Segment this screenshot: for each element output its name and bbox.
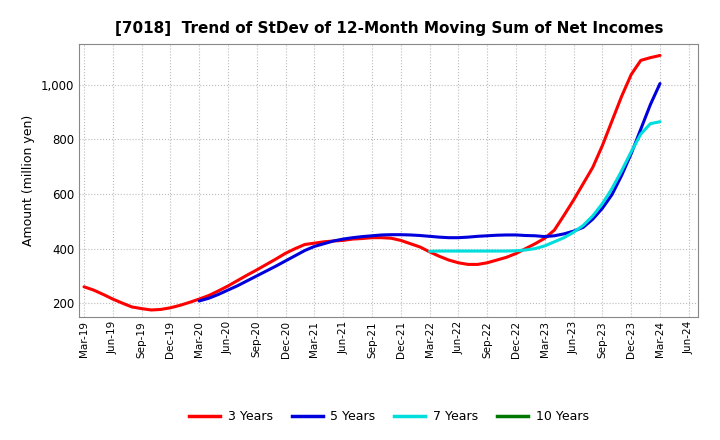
3 Years (204, 293, 213, 298)
5 Years (204, 296, 213, 301)
7 Years (656, 119, 665, 125)
7 Years (627, 149, 636, 154)
Title: [7018]  Trend of StDev of 12-Month Moving Sum of Net Incomes: [7018] Trend of StDev of 12-Month Moving… (114, 21, 663, 36)
5 Years (588, 216, 597, 222)
Y-axis label: Amount (million yen): Amount (million yen) (22, 115, 35, 246)
7 Years (454, 249, 463, 254)
5 Years (310, 244, 319, 249)
7 Years (608, 186, 616, 191)
3 Years (588, 165, 597, 170)
7 Years (483, 249, 492, 254)
7 Years (570, 230, 578, 235)
5 Years (358, 234, 366, 239)
7 Years (464, 249, 472, 254)
5 Years (502, 232, 510, 238)
7 Years (550, 239, 559, 244)
3 Years (656, 53, 665, 58)
5 Years (195, 298, 204, 304)
5 Years (550, 233, 559, 238)
3 Years (291, 246, 300, 251)
7 Years (531, 246, 539, 251)
5 Years (627, 151, 636, 156)
5 Years (262, 268, 271, 274)
5 Years (646, 102, 654, 107)
5 Years (397, 232, 405, 237)
5 Years (521, 233, 530, 238)
5 Years (406, 232, 415, 238)
Line: 5 Years: 5 Years (199, 84, 660, 301)
7 Years (646, 121, 654, 126)
5 Years (454, 235, 463, 240)
5 Years (598, 205, 607, 211)
3 Years (80, 284, 89, 290)
5 Years (291, 253, 300, 258)
7 Years (444, 249, 453, 254)
5 Years (243, 278, 251, 283)
5 Years (444, 235, 453, 240)
5 Years (233, 283, 242, 288)
3 Years (224, 283, 233, 289)
5 Years (377, 232, 386, 238)
3 Years (435, 253, 444, 259)
5 Years (415, 233, 424, 238)
7 Years (636, 132, 645, 137)
5 Years (512, 232, 521, 238)
5 Years (541, 234, 549, 239)
7 Years (435, 249, 444, 254)
Line: 3 Years: 3 Years (84, 55, 660, 310)
5 Years (559, 231, 568, 237)
5 Years (435, 235, 444, 240)
5 Years (617, 173, 626, 178)
Line: 7 Years: 7 Years (430, 122, 660, 251)
7 Years (473, 249, 482, 254)
5 Years (271, 264, 280, 269)
5 Years (570, 228, 578, 234)
7 Years (559, 235, 568, 240)
7 Years (579, 223, 588, 228)
3 Years (397, 238, 405, 243)
5 Years (253, 273, 261, 279)
7 Years (502, 249, 510, 254)
5 Years (339, 236, 348, 242)
7 Years (588, 213, 597, 219)
5 Years (214, 292, 222, 297)
5 Years (656, 81, 665, 86)
5 Years (348, 235, 357, 240)
5 Years (368, 233, 377, 238)
7 Years (512, 248, 521, 253)
5 Years (320, 241, 328, 246)
7 Years (492, 249, 501, 254)
5 Years (464, 235, 472, 240)
3 Years (147, 307, 156, 312)
5 Years (473, 234, 482, 239)
5 Years (531, 233, 539, 238)
5 Years (282, 258, 290, 264)
5 Years (329, 238, 338, 244)
7 Years (541, 243, 549, 249)
7 Years (617, 168, 626, 173)
5 Years (579, 225, 588, 230)
5 Years (426, 234, 434, 239)
5 Years (492, 233, 501, 238)
5 Years (608, 192, 616, 197)
7 Years (426, 249, 434, 254)
5 Years (483, 233, 492, 238)
5 Years (300, 248, 309, 253)
Legend: 3 Years, 5 Years, 7 Years, 10 Years: 3 Years, 5 Years, 7 Years, 10 Years (184, 405, 593, 428)
7 Years (598, 201, 607, 206)
5 Years (387, 232, 395, 237)
5 Years (636, 126, 645, 132)
7 Years (521, 247, 530, 253)
5 Years (224, 287, 233, 293)
